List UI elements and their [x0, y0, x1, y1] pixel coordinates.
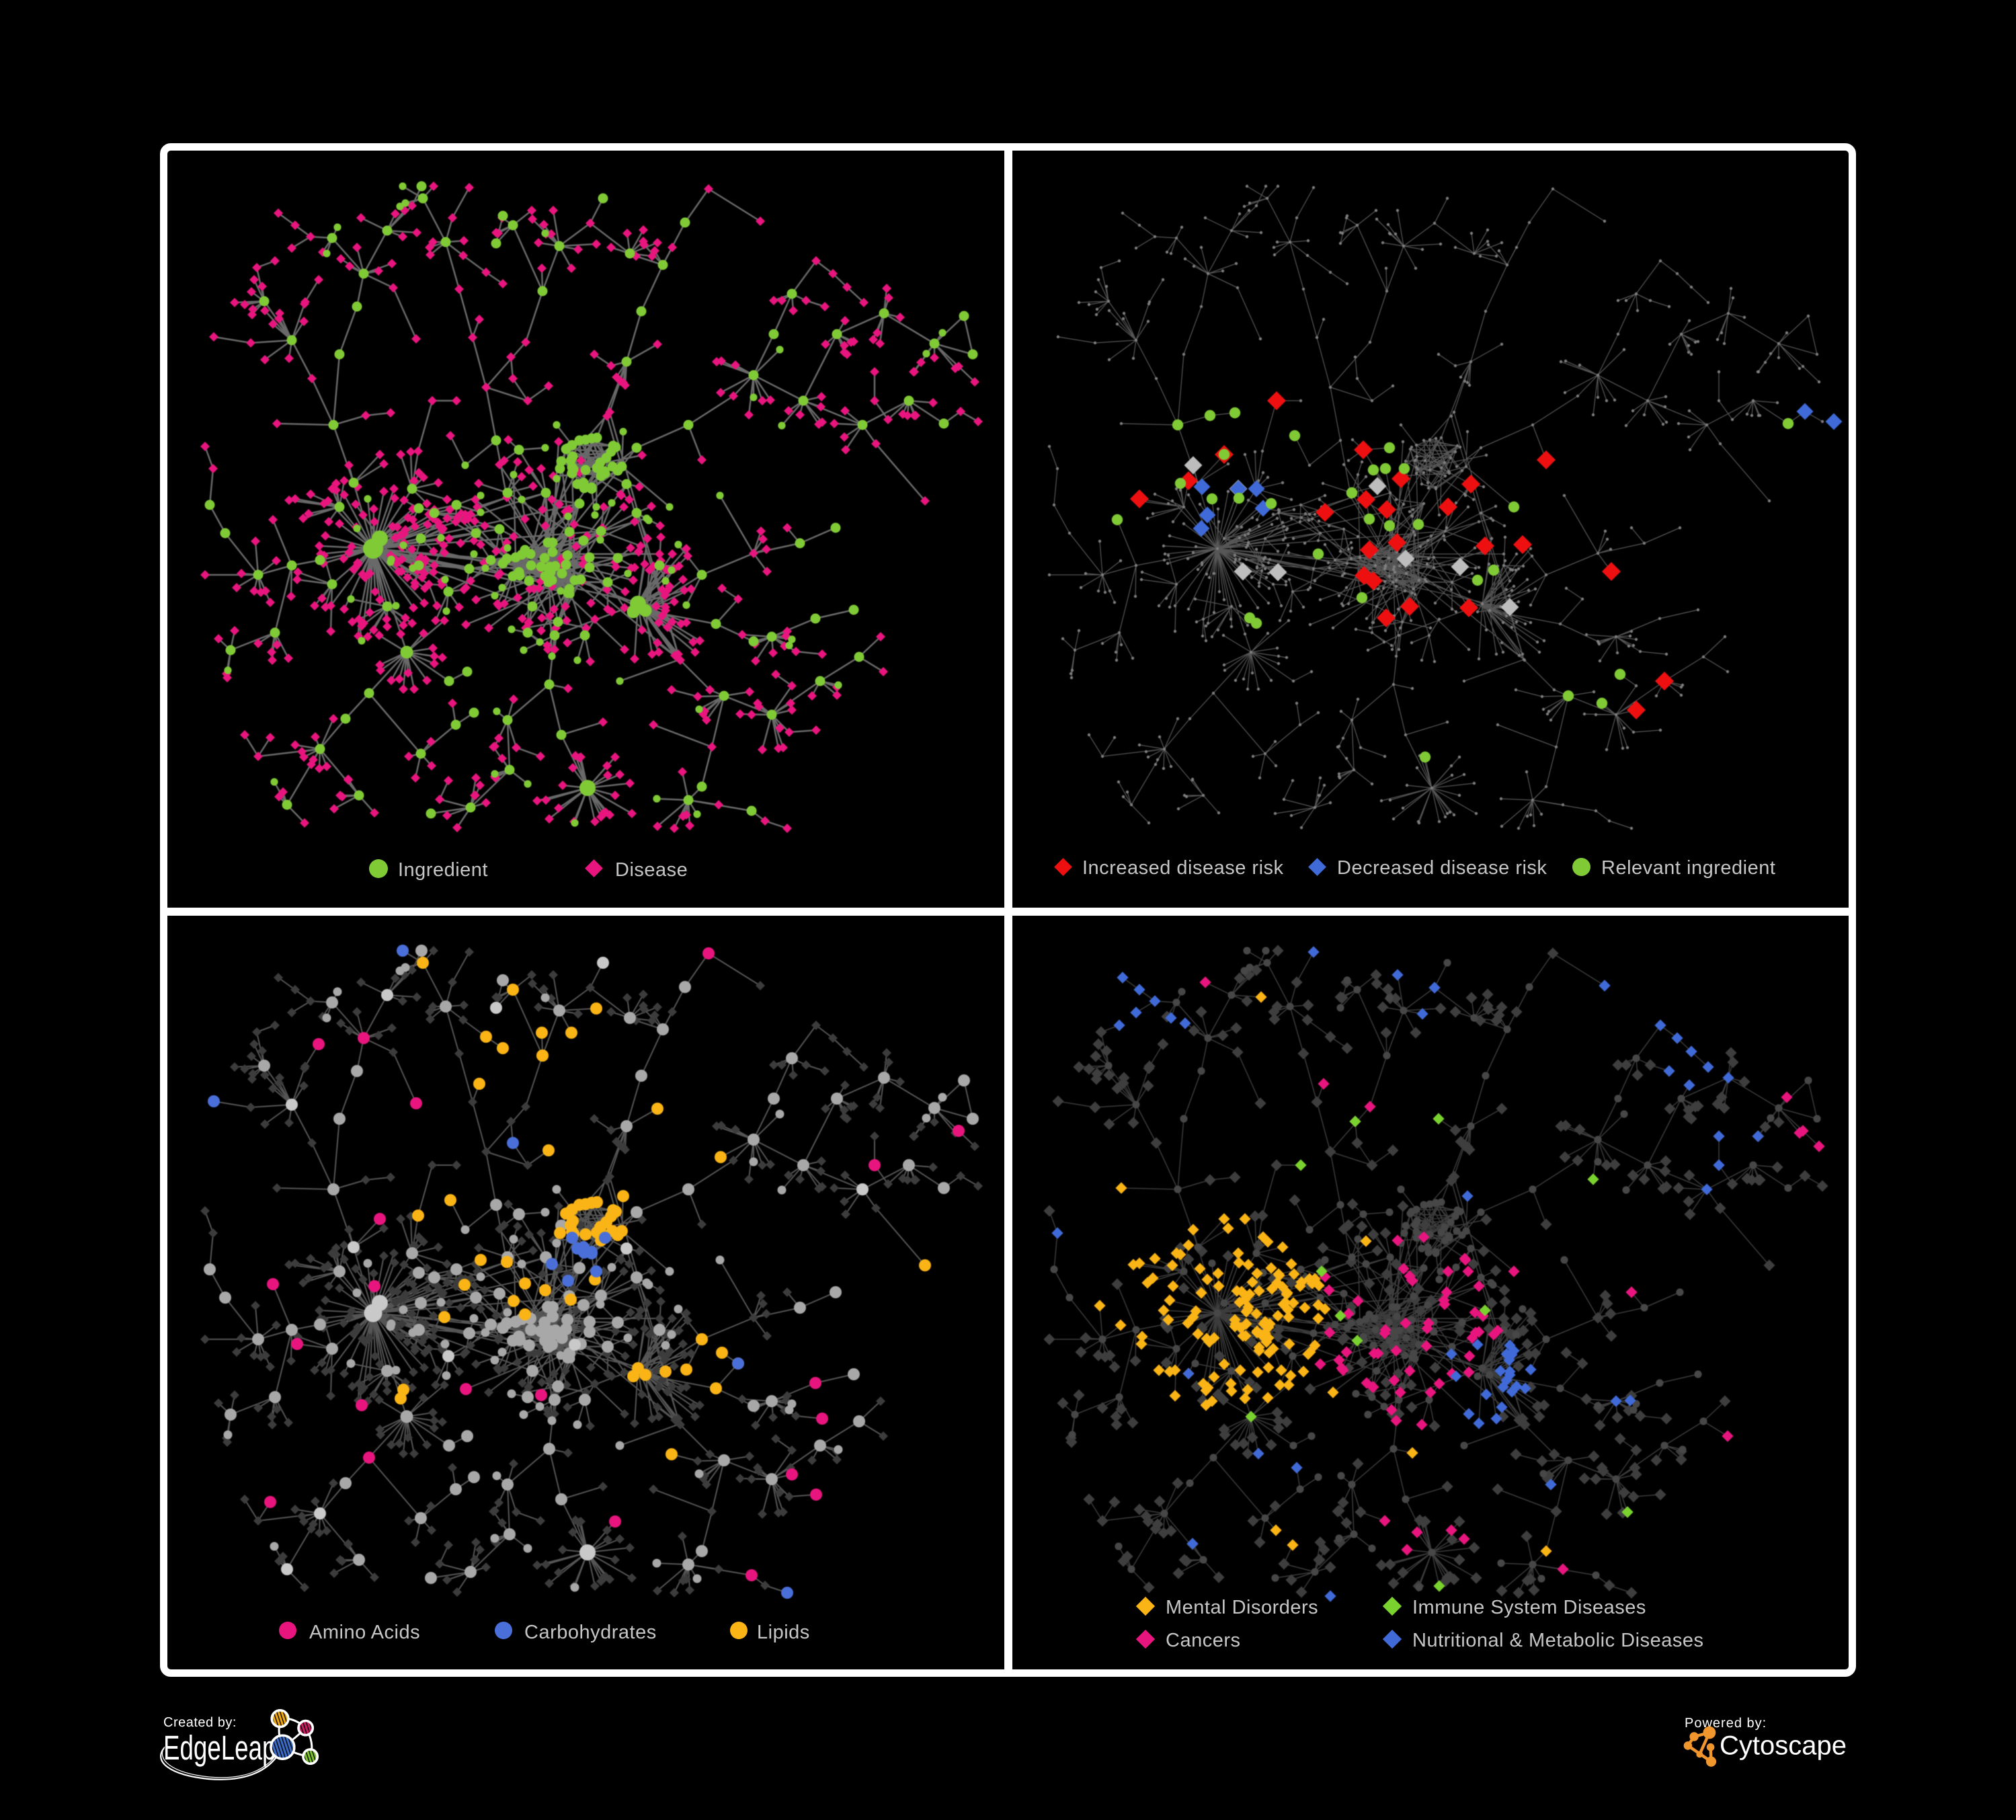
svg-text:EdgeLeap: EdgeLeap [163, 1729, 276, 1767]
svg-text:Powered by:: Powered by: [1685, 1716, 1767, 1731]
svg-text:Cytoscape: Cytoscape [1720, 1731, 1847, 1760]
svg-text:Created by:: Created by: [163, 1715, 237, 1730]
